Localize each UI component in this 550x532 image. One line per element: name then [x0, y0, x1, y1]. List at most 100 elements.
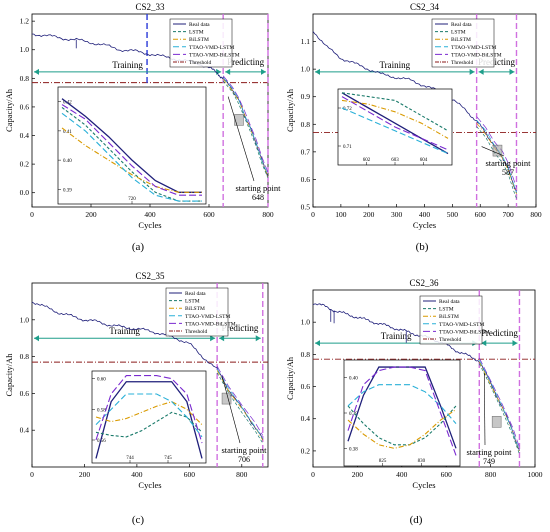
inset-y-tick-label: 0.39 [349, 412, 358, 417]
x-tick-label: 800 [530, 210, 542, 219]
predicting-arrow-head-left [481, 340, 487, 347]
training-arrow-head-right [210, 335, 216, 342]
legend-label: BiLSTM [185, 306, 205, 312]
inset-line-real-data [95, 381, 203, 459]
inset-y-tick-label: 0.39 [63, 188, 72, 193]
x-tick-label: 1000 [528, 470, 543, 479]
x-tick-label: 800 [236, 470, 248, 479]
x-tick-label: 200 [352, 470, 364, 479]
x-tick-label: 600 [203, 210, 215, 219]
legend-label: Real data [451, 22, 472, 28]
legend-label: Threshold [439, 337, 462, 343]
y-tick-label: 0.2 [301, 446, 311, 455]
legend-label: LSTM [189, 30, 204, 36]
panel-label: (d) [410, 514, 423, 526]
prediction-line-ttao-vmd-lstm [216, 368, 264, 439]
inset-y-tick-label: 0.72 [343, 107, 352, 112]
panel-label: (b) [416, 241, 429, 253]
inset-x-tick-label: 604 [420, 158, 428, 163]
chart-title: CS2_35 [135, 271, 165, 281]
inset-line-lstm [341, 92, 449, 132]
prediction-line-ttao-vmd-lstm [222, 77, 269, 175]
starting-point-value: 706 [238, 455, 250, 464]
starting-point-arrow [221, 376, 241, 444]
legend-label: Threshold [185, 329, 208, 335]
y-tick-label: 0.6 [301, 382, 311, 391]
x-tick-label: 600 [184, 470, 196, 479]
legend-label: TTAO-VMD-BiLSTM [189, 52, 240, 58]
y-axis-label: Capacity/Ah [4, 353, 14, 397]
inset-line-ttao-vmd-lstm [341, 107, 449, 155]
predicting-arrow-head-right [512, 340, 518, 347]
inset-line-ttao-vmd-lstm [61, 112, 202, 202]
prediction-line-ttao-vmd-bilstm [222, 75, 269, 173]
zoom-region [234, 114, 244, 126]
y-tick-label: 0.2 [20, 160, 30, 169]
inset-x-tick-label: 720 [128, 197, 136, 202]
legend-label: TTAO-VMD-BiLSTM [185, 321, 236, 327]
x-tick-label: 100 [335, 210, 347, 219]
x-tick-label: 200 [363, 210, 375, 219]
training-arrow-head-left [315, 68, 320, 75]
y-tick-label: 0.6 [301, 175, 311, 184]
y-axis-label: Capacity/Ah [4, 88, 14, 132]
y-tick-label: 0.0 [20, 188, 30, 197]
inset-chart: 0.56 0.58 0.60 744 745 [91, 370, 207, 464]
y-tick-label: 1.1 [301, 37, 311, 46]
y-tick-label: 1.0 [20, 315, 30, 324]
training-label: Training [109, 326, 140, 336]
legend-box [431, 18, 495, 68]
starting-point-label: starting point [485, 158, 531, 168]
x-tick-label: 200 [85, 210, 97, 219]
y-tick-label: 0.9 [301, 92, 311, 101]
inset-line-lstm [347, 405, 457, 446]
legend-box [419, 295, 483, 345]
x-tick-label: 800 [485, 470, 497, 479]
x-tick-label: 800 [262, 210, 274, 219]
legend-label: TTAO-VMD-BiLSTM [451, 52, 502, 58]
predicting-label: Predicting [478, 57, 515, 67]
legend-label: BiLSTM [439, 314, 459, 320]
inset-line-ttao-vmd-bilstm [341, 96, 449, 151]
training-arrow-head-left [34, 335, 39, 342]
inset-frame [57, 86, 207, 205]
legend-label: LSTM [451, 30, 466, 36]
inset-x-tick-label: 825 [379, 459, 387, 464]
legend-label: Real data [439, 299, 460, 305]
predicting-arrow-head-left [478, 68, 484, 75]
training-arrow-head-left [315, 340, 320, 347]
legend-box [169, 18, 233, 68]
legend-label: Threshold [451, 60, 474, 66]
inset-line-ttao-vmd-bilstm [61, 104, 202, 196]
predicting-arrow-head-left [219, 335, 225, 342]
prediction-line-ttao-vmd-lstm [476, 119, 517, 193]
inset-y-tick-label: 0.58 [97, 408, 106, 413]
legend-label: Real data [189, 22, 210, 28]
predicting-label: Predicting [481, 328, 518, 338]
y-tick-label: 0.4 [20, 426, 30, 435]
inset-x-tick-label: 602 [363, 158, 371, 163]
prediction-line-ttao-vmd-bilstm [476, 116, 517, 188]
x-axis-label: Cycles [413, 220, 436, 230]
predicting-arrow-head-right [509, 68, 515, 75]
inset-y-tick-label: 0.56 [97, 439, 106, 444]
inset-line-ttao-vmd-lstm [95, 393, 203, 438]
plot-frame [31, 282, 269, 468]
chart-title: CS2_34 [410, 2, 440, 12]
y-tick-label: 0.4 [20, 131, 30, 140]
x-tick-label: 0 [311, 470, 315, 479]
inset-line-ttao-vmd-bilstm [347, 366, 457, 456]
y-tick-label: 0.8 [301, 120, 311, 129]
inset-y-tick-label: 0.60 [97, 378, 106, 383]
x-tick-label: 200 [79, 470, 91, 479]
predicting-arrow-head-right [261, 68, 266, 75]
predicting-arrow-head-left [225, 68, 231, 75]
inset-x-tick-label: 830 [418, 459, 426, 464]
x-tick-label: 600 [475, 210, 487, 219]
x-tick-label: 400 [144, 210, 156, 219]
x-tick-label: 600 [441, 470, 453, 479]
